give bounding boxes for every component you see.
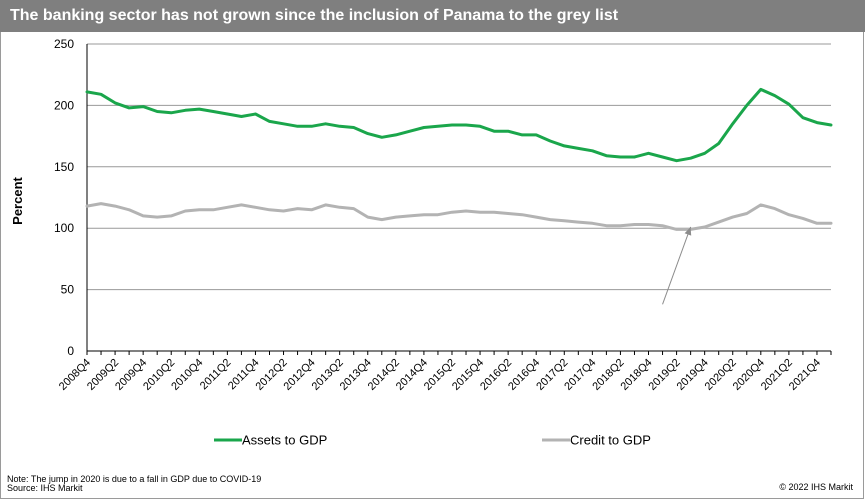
legend-label-credit: Credit to GDP	[570, 433, 651, 448]
annotation-arrow-line	[662, 226, 692, 305]
y-tick-label: 100	[54, 221, 74, 235]
y-tick-label: 0	[67, 344, 74, 358]
series-lines	[85, 87, 833, 231]
x-tick-label: 2021Q4	[787, 357, 823, 393]
footnote: Note: The jump in 2020 is due to a fall …	[7, 474, 262, 484]
assets-to-gdp-line	[85, 87, 833, 163]
gridlines	[86, 43, 831, 352]
legend-label-assets: Assets to GDP	[242, 433, 327, 448]
credit-to-gdp-line	[85, 202, 833, 231]
chart-frame: 0 50 100 150 200 250 2008Q4 2009Q2 2009Q4 2010Q2…	[0, 32, 864, 499]
source-note: Source: IHS Markit	[7, 483, 83, 493]
x-tick-label: 2010Q4	[169, 357, 205, 393]
annotation-arrow-head	[684, 226, 692, 236]
copyright: © 2022 IHS Markit	[779, 482, 853, 492]
annotations	[662, 226, 692, 305]
legend: Assets to GDP Credit to GDP	[214, 433, 651, 448]
y-tick-label: 250	[54, 37, 74, 51]
y-tick-label: 200	[54, 98, 74, 112]
line-chart: 0 50 100 150 200 250 2008Q42009Q22009Q42010Q2…	[10, 37, 833, 448]
y-tick-label: 150	[54, 160, 74, 174]
y-axis-label: Percent	[10, 176, 25, 224]
chart-title: The banking sector has not grown since t…	[0, 0, 865, 32]
y-axis-ticks: 0 50 100 150 200 250	[54, 37, 74, 358]
x-axis-ticks: 2008Q42009Q22009Q42010Q22010Q42011Q22011…	[57, 351, 832, 393]
y-tick-label: 50	[61, 283, 75, 297]
